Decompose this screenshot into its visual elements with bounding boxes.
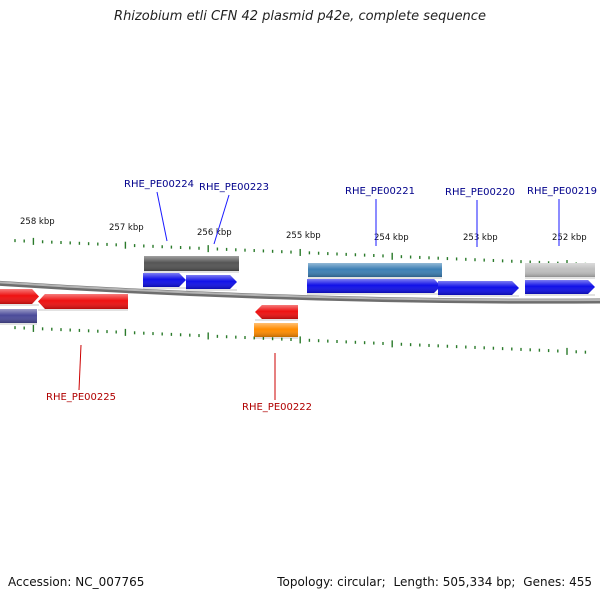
gene-rhe_pe00225-shine	[38, 294, 128, 309]
leader-line-rhe_pe00225	[78, 344, 82, 391]
gene-label-rhe_pe00224: RHE_PE00224	[124, 179, 194, 190]
gene-rhe_pe00221-shine	[307, 279, 441, 293]
gene-partial-left-shine	[0, 289, 39, 304]
gene-rhe_pe00224-shine	[143, 273, 186, 287]
leader-line-rhe_pe00223	[213, 194, 230, 245]
length-label: Length:	[393, 575, 439, 589]
cog-bar-right-shine	[525, 263, 595, 277]
leader-line-rhe_pe00224	[156, 191, 168, 242]
cog-bar-right	[525, 263, 595, 279]
cog-bar-reverse-shine	[254, 323, 298, 337]
map-title: Rhizobium etli CFN 42 plasmid p42e, comp…	[114, 9, 486, 24]
topology-value: circular	[337, 575, 382, 589]
genes-count-value: 455	[569, 575, 592, 589]
gene-rhe_pe00219-shine	[525, 280, 595, 294]
gene-label-rhe_pe00223: RHE_PE00223	[199, 182, 269, 193]
gene-rhe_pe00220-shine	[438, 281, 519, 295]
gene-rhe_pe00222	[255, 305, 298, 321]
sequence-summary: Topology: circular; Length: 505,334 bp; …	[277, 575, 592, 589]
sequence-backbone	[0, 281, 600, 302]
scale-label: 257 kbp	[109, 223, 144, 233]
genes-count-label: Genes:	[523, 575, 566, 589]
gene-label-rhe_pe00219: RHE_PE00219	[527, 186, 597, 197]
length-value: 505,334 bp	[442, 575, 512, 589]
gene-label-rhe_pe00220: RHE_PE00220	[445, 187, 515, 198]
topology-label: Topology:	[277, 575, 334, 589]
accession-label: Accession:	[8, 575, 72, 589]
gene-rhe_pe00224	[143, 273, 186, 289]
scale-label: 253 kbp	[463, 233, 498, 243]
cog-bar-reverse	[254, 323, 298, 339]
cog-bar-reverse-left-shine	[0, 309, 37, 323]
gene-partial-left	[0, 289, 39, 306]
gene-label-rhe_pe00225: RHE_PE00225	[46, 392, 116, 403]
gene-rhe_pe00225	[38, 294, 128, 311]
scale-label: 256 kbp	[197, 228, 232, 238]
gene-rhe_pe00222-shine	[255, 305, 298, 319]
gene-rhe_pe00223	[186, 275, 237, 291]
cog-bar-left	[144, 256, 239, 273]
cog-bar-reverse-left	[0, 309, 37, 325]
gene-rhe_pe00219	[525, 280, 595, 296]
gene-label-rhe_pe00222: RHE_PE00222	[242, 402, 312, 413]
scale-label: 255 kbp	[286, 231, 321, 241]
accession-value: NC_007765	[75, 575, 145, 589]
scale-label: 254 kbp	[374, 233, 409, 243]
scale-label: 258 kbp	[20, 217, 55, 227]
gene-rhe_pe00223-shine	[186, 275, 237, 289]
gene-rhe_pe00220	[438, 281, 519, 297]
accession-info: Accession: NC_007765	[8, 575, 144, 589]
cog-bar-mid	[308, 263, 442, 279]
cog-bar-mid-shine	[308, 263, 442, 277]
cog-bar-left-shine	[144, 256, 239, 271]
gene-rhe_pe00221	[307, 279, 441, 295]
gene-label-rhe_pe00221: RHE_PE00221	[345, 186, 415, 197]
scale-label: 252 kbp	[552, 233, 587, 243]
